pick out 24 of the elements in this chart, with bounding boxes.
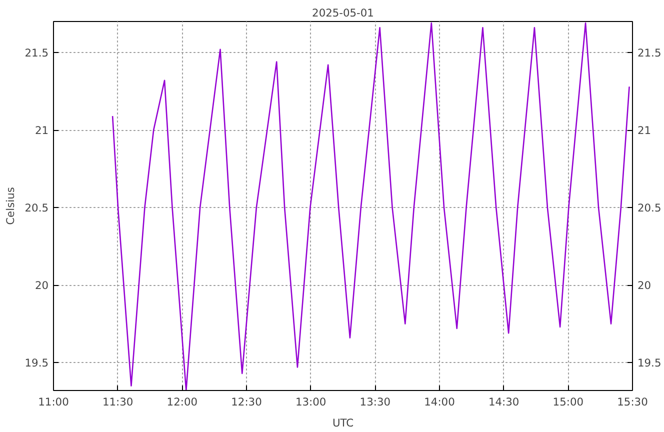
y-tick-label: 20.5 bbox=[24, 202, 49, 215]
y-tick-label: 21 bbox=[34, 124, 49, 138]
x-tick-label: 15:00 bbox=[552, 396, 584, 408]
y-tick-label: 21.5 bbox=[24, 46, 49, 60]
y-axis-title: Celsius bbox=[4, 186, 17, 225]
x-tick-label: 14:00 bbox=[424, 396, 456, 408]
x-tick-label: 15:30 bbox=[617, 396, 648, 408]
line-series bbox=[112, 22, 630, 390]
x-tick-label: 14:30 bbox=[488, 396, 520, 408]
x-tick-label: 13:30 bbox=[360, 396, 391, 408]
y2-tick-label: 21.5 bbox=[638, 46, 662, 60]
y2-tick-label: 20 bbox=[638, 279, 652, 292]
y-tick-label: 19.5 bbox=[24, 356, 49, 370]
x-tick-label: 12:30 bbox=[231, 396, 262, 408]
y2-tick-label: 20.5 bbox=[638, 202, 662, 215]
y-tick-label: 20 bbox=[34, 279, 49, 292]
x-tick-label: 11:30 bbox=[102, 396, 134, 408]
x-tick-label: 12:00 bbox=[166, 396, 198, 408]
x-tick-label: 13:00 bbox=[295, 396, 326, 408]
y2-tick-label: 19.5 bbox=[638, 356, 662, 370]
x-axis-title: UTC bbox=[332, 416, 354, 430]
chart-title: 2025-05-01 bbox=[312, 6, 374, 20]
x-tick-label: 11:00 bbox=[38, 396, 70, 408]
y2-tick-label: 21 bbox=[638, 124, 652, 138]
